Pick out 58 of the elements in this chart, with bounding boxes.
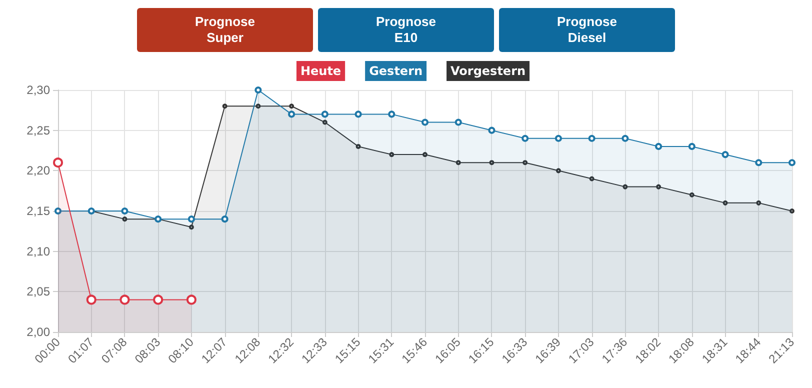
point: [422, 118, 428, 126]
point: [321, 110, 328, 118]
y-tick-label: 2,00: [26, 325, 50, 339]
point: [588, 134, 596, 142]
point: [389, 152, 394, 158]
point: [756, 200, 762, 206]
point: [790, 208, 794, 214]
point: [120, 294, 130, 305]
y-tick-label: 2,05: [26, 284, 50, 299]
point: [188, 216, 195, 223]
point: [422, 152, 428, 158]
point: [53, 158, 63, 168]
point: [622, 134, 629, 142]
text: Prognose Diesel: [557, 14, 617, 46]
y-tick-label: 2,20: [26, 164, 50, 178]
y-tick-label: 2,10: [26, 244, 50, 258]
text: Prognose E10: [376, 14, 436, 46]
point: [188, 224, 194, 230]
point: [556, 168, 561, 174]
point: [289, 104, 294, 109]
point: [122, 216, 128, 222]
point: [488, 126, 496, 134]
point: [622, 184, 628, 190]
point: [589, 176, 594, 182]
point: [755, 159, 762, 166]
point: [186, 294, 196, 305]
point: [121, 208, 128, 214]
point: [722, 151, 729, 158]
text: Gestern: [369, 64, 423, 78]
point: [689, 192, 694, 198]
point: [722, 200, 728, 206]
point: [256, 104, 261, 109]
point: [322, 120, 328, 125]
point: [288, 110, 296, 118]
point: [222, 104, 228, 109]
point: [489, 160, 494, 166]
text: Vorgestern: [450, 64, 526, 78]
point: [522, 160, 528, 166]
text: Prognose Super: [195, 14, 255, 46]
text: Heute: [300, 64, 342, 78]
point: [554, 134, 562, 142]
point: [354, 110, 362, 118]
point: [688, 142, 696, 150]
point: [388, 110, 396, 118]
point: [153, 294, 164, 305]
point: [356, 144, 361, 149]
point: [221, 216, 228, 223]
y-tick-label: 2,15: [26, 204, 50, 218]
point: [86, 294, 96, 305]
point: [522, 134, 529, 142]
point: [456, 160, 461, 166]
point: [254, 86, 262, 94]
point: [454, 118, 462, 126]
point: [655, 142, 662, 150]
y-tick-label: 2,25: [26, 123, 50, 138]
y-tick-label: 2,30: [26, 83, 50, 97]
point: [656, 184, 662, 190]
point: [788, 159, 796, 166]
